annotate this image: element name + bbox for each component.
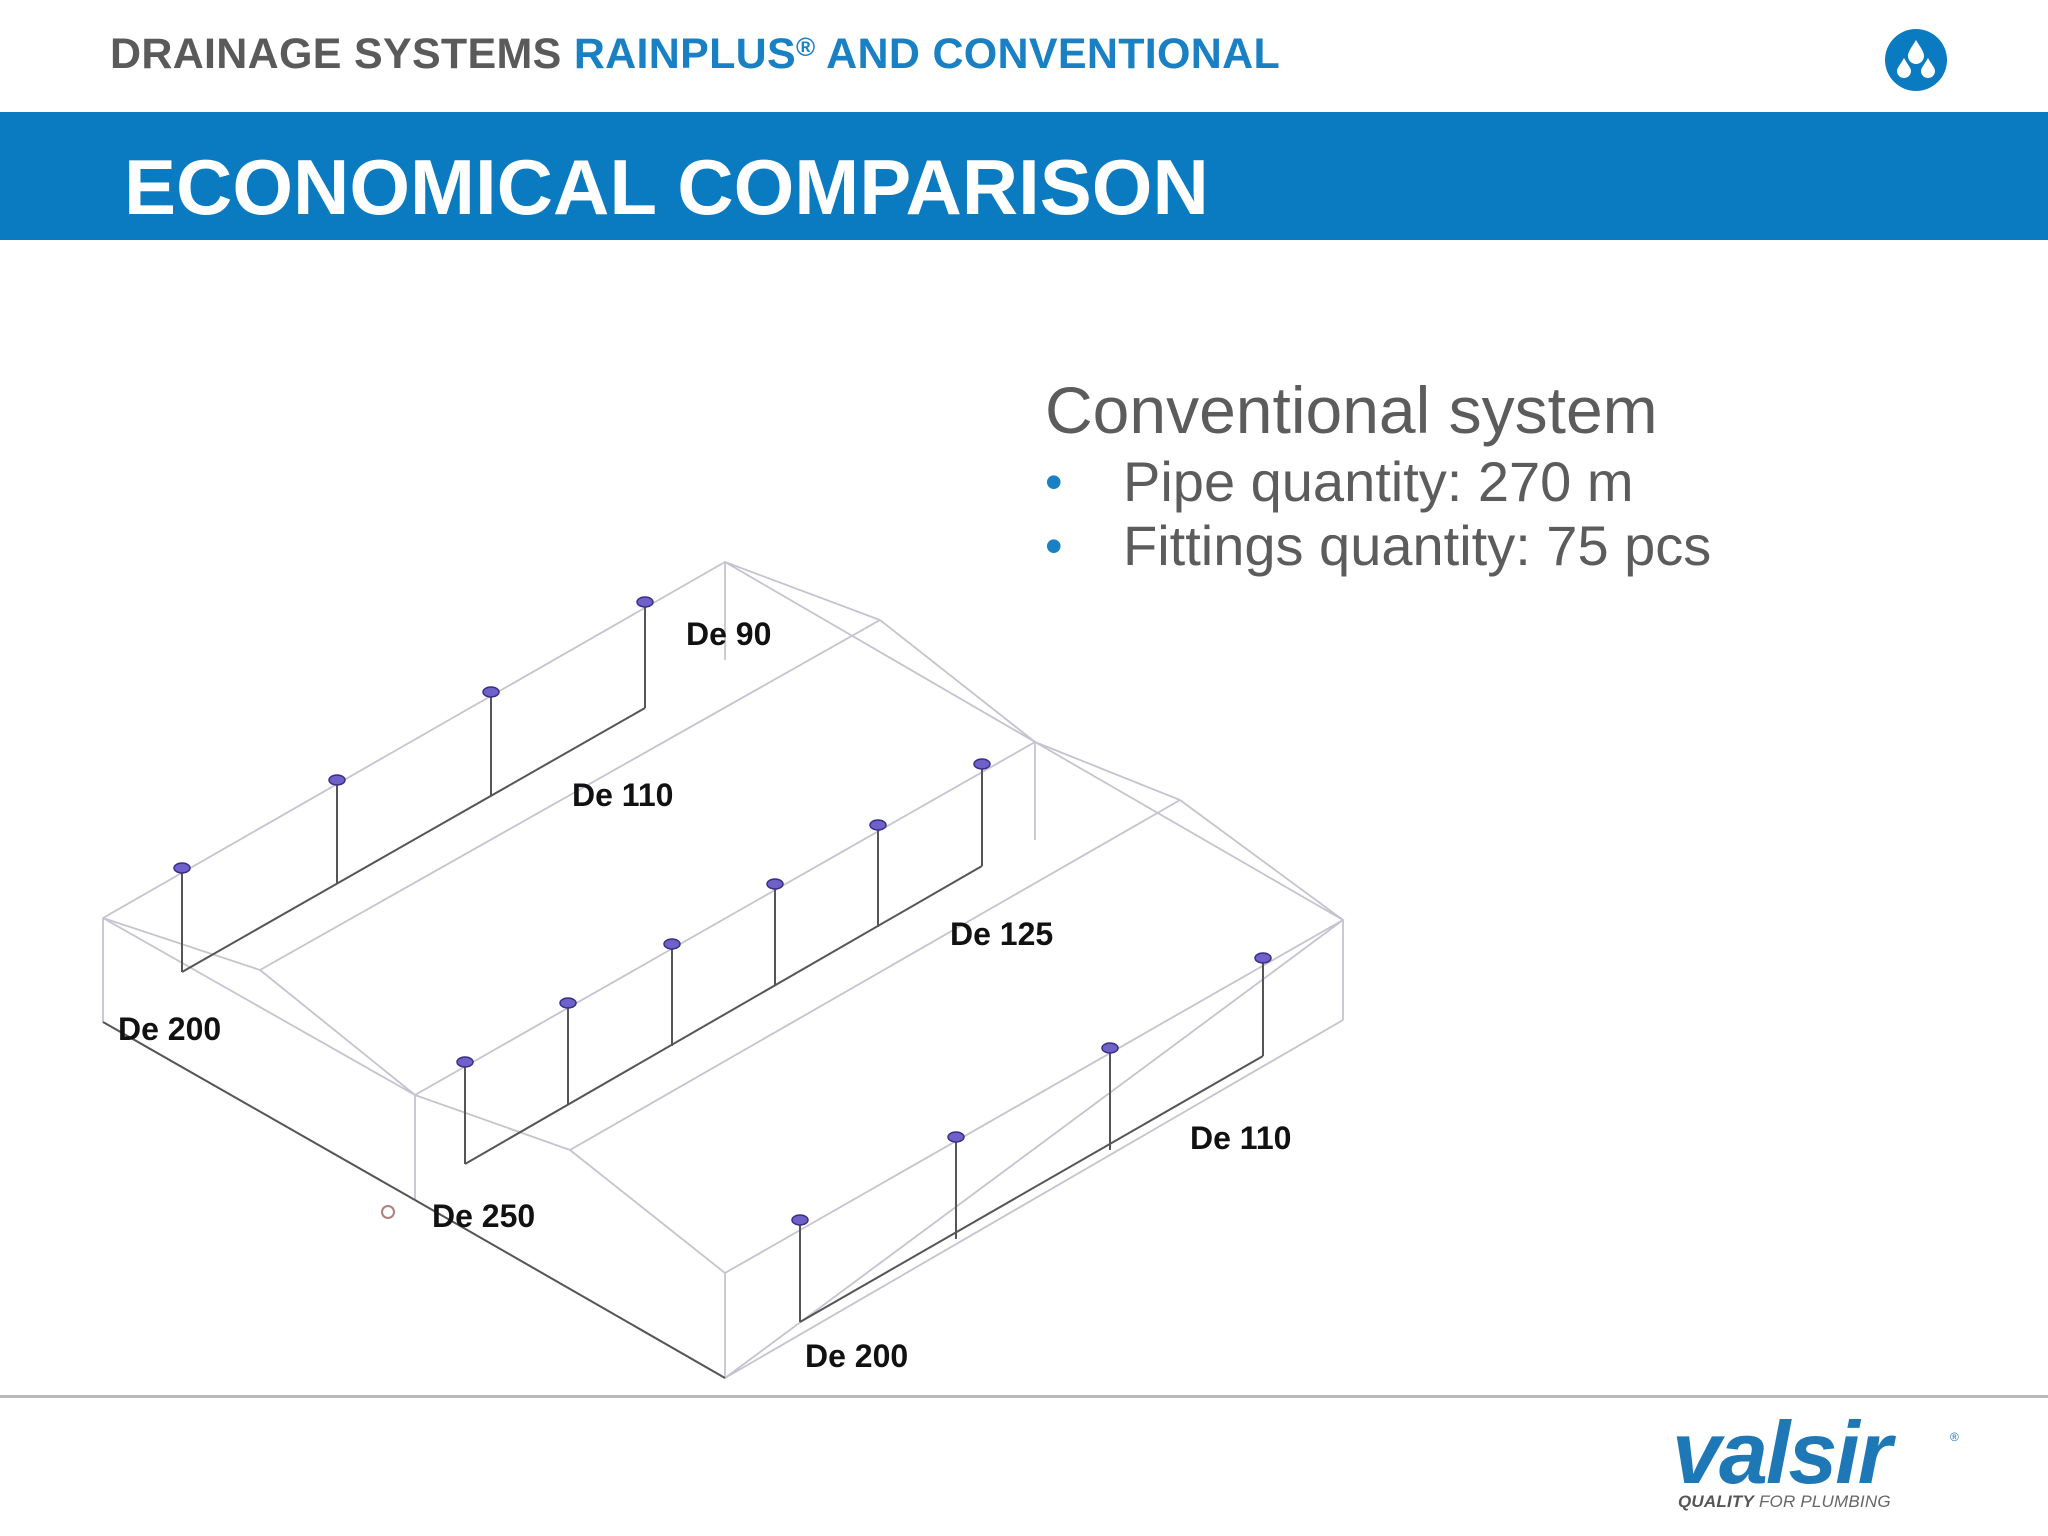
brand-tagline: QUALITY FOR PLUMBING [1678, 1492, 1891, 1512]
label-de250: De 250 [432, 1198, 535, 1234]
title-part-systems: DRAINAGE SYSTEMS [110, 30, 562, 78]
brand-name: valsir [1672, 1403, 1892, 1502]
info-heading: Conventional system [1045, 373, 1658, 447]
drain-pipes [102, 602, 1264, 1379]
slide-header: DRAINAGE SYSTEMS RAINPLUS® AND CONVENTIO… [0, 0, 2048, 112]
conventional-system-info: Conventional system • Pipe quantity: 270 … [1045, 370, 1945, 578]
label-de200-bottom: De 200 [805, 1338, 908, 1374]
bullet-icon: • [1045, 454, 1063, 510]
fittings-quantity-text: Fittings quantity: 75 pcs [1123, 514, 1712, 577]
list-item: • Pipe quantity: 270 m [1045, 450, 1945, 514]
slide-supertitle: DRAINAGE SYSTEMS RAINPLUS® AND CONVENTIO… [110, 30, 1280, 79]
valsir-logo: valsir ® QUALITY FOR PLUMBING [1672, 1403, 1962, 1516]
label-de200-left: De 200 [118, 1011, 221, 1047]
roof-drains [173, 596, 1272, 1226]
list-item: • Fittings quantity: 75 pcs [1045, 514, 1945, 578]
water-drops-icon [1885, 29, 1947, 91]
info-list: • Pipe quantity: 270 m • Fittings quantity… [1045, 450, 1945, 578]
tagline-quality: QUALITY [1678, 1492, 1755, 1511]
bullet-icon: • [1045, 518, 1063, 574]
title-part-rainplus: RAINPLUS [573, 30, 797, 78]
label-de90: De 90 [686, 616, 771, 652]
brand-registered-mark: ® [1950, 1430, 1959, 1444]
label-de110-right: De 110 [1190, 1120, 1291, 1156]
label-de110-top: De 110 [572, 777, 673, 813]
pipe-quantity-text: Pipe quantity: 270 m [1123, 450, 1634, 513]
tagline-rest: FOR PLUMBING [1754, 1492, 1891, 1511]
footer-divider [0, 1395, 2048, 1398]
title-part-conventional: AND CONVENTIONAL [826, 30, 1281, 78]
outlet-connection [381, 1205, 395, 1219]
page-title: ECONOMICAL COMPARISON [124, 143, 1209, 231]
title-banner: ECONOMICAL COMPARISON [0, 112, 2048, 240]
building-wireframe [102, 560, 1345, 1380]
registered-mark: ® [796, 32, 816, 62]
label-de125: De 125 [950, 916, 1053, 952]
